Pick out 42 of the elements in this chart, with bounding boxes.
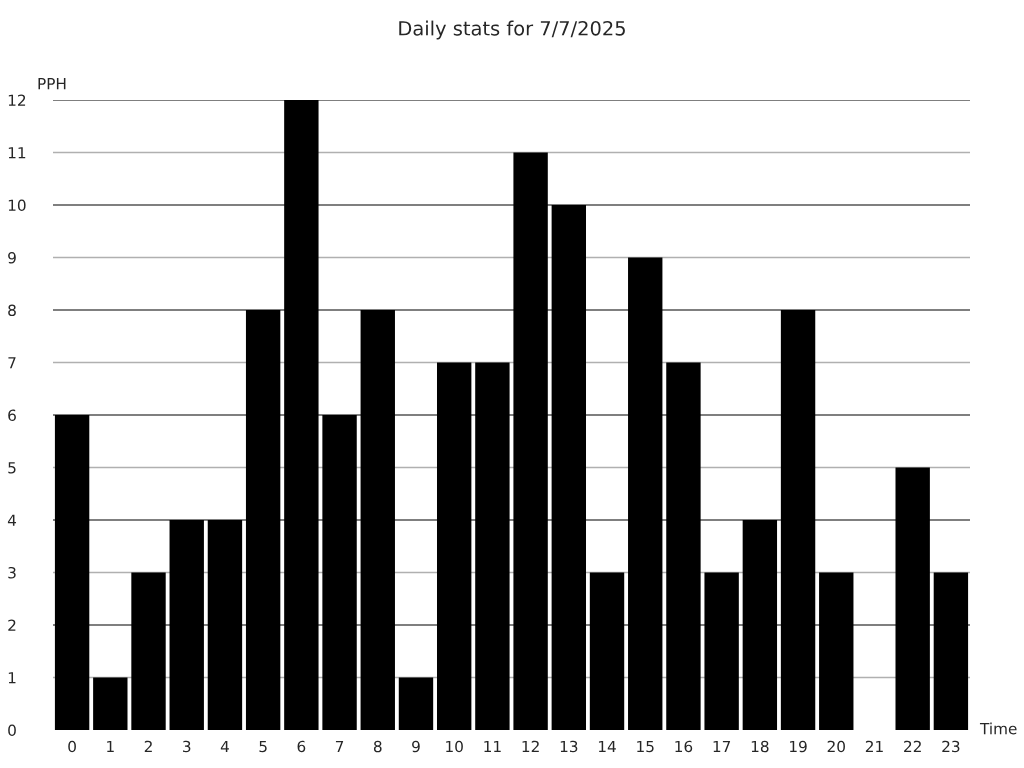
x-axis-title: Time — [979, 722, 1017, 735]
x-tick-label: 18 — [751, 740, 769, 753]
x-tick-label: 19 — [790, 740, 807, 753]
x-tick-label: 7 — [335, 740, 344, 753]
x-tick-label: 4 — [220, 740, 229, 753]
x-tick-label: 16 — [675, 740, 693, 753]
y-tick-label: 11 — [8, 147, 26, 159]
y-tick-label: 1 — [8, 672, 16, 684]
x-tick-label: 13 — [560, 740, 578, 753]
x-tick-label: 22 — [904, 740, 921, 753]
y-tick-label: 3 — [8, 566, 16, 579]
y-tick-label: 5 — [8, 462, 16, 474]
x-tick-label: 0 — [68, 740, 76, 753]
y-tick-label: 6 — [8, 409, 16, 422]
x-tick-label: 17 — [713, 740, 731, 753]
y-axis-title: PPH — [38, 78, 66, 90]
x-tick-label: 20 — [827, 740, 845, 753]
bar — [93, 677, 128, 730]
y-tick-label: 7 — [8, 357, 16, 369]
y-tick-label: 0 — [8, 724, 16, 737]
bar — [398, 677, 434, 730]
x-tick-label: 21 — [865, 740, 883, 753]
x-tick-label: 23 — [942, 740, 960, 753]
y-tick-label: 9 — [8, 251, 16, 264]
y-tick-label: 4 — [7, 514, 17, 526]
x-tick-label: 5 — [259, 740, 267, 753]
x-tick-label: 12 — [522, 740, 539, 753]
x-tick-label: 2 — [144, 740, 152, 753]
x-tick-label: 6 — [297, 740, 306, 753]
x-tick-label: 8 — [373, 740, 382, 753]
chart-title: Daily stats for 7/7/2025 — [399, 20, 625, 40]
x-tick-label: 11 — [484, 740, 501, 753]
y-tick-label: 10 — [8, 199, 26, 212]
y-tick-label: 12 — [8, 94, 26, 106]
x-tick-label: 14 — [598, 740, 616, 753]
x-tick-label: 1 — [107, 740, 114, 753]
x-tick-label: 3 — [183, 740, 191, 753]
x-tick-label: 10 — [446, 740, 463, 753]
y-tick-label: 2 — [8, 619, 16, 631]
y-tick-label: 8 — [8, 304, 16, 317]
x-tick-label: 15 — [637, 740, 654, 753]
x-tick-label: 9 — [412, 740, 420, 753]
